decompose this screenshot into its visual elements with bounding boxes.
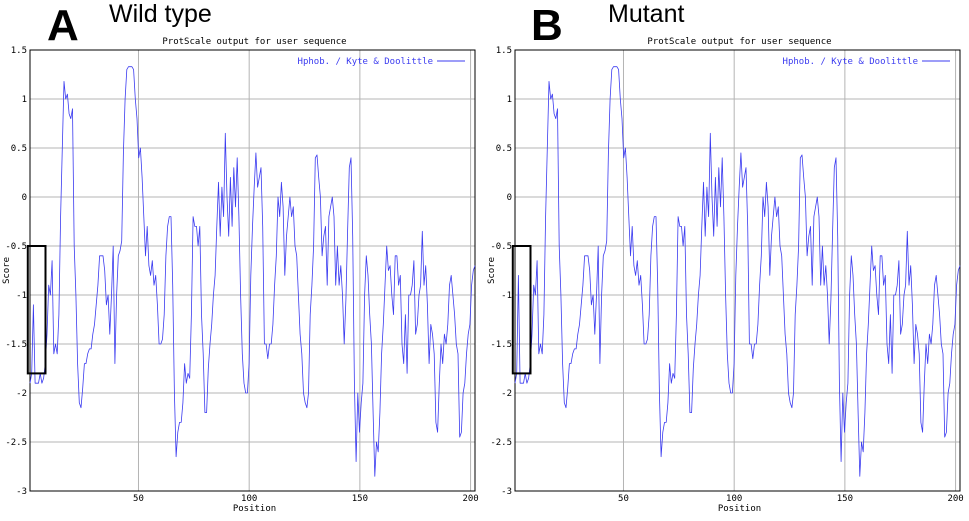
y-tick-label: 1	[507, 95, 512, 105]
x-tick-label: 100	[726, 494, 742, 504]
plot-frame	[29, 49, 476, 492]
y-tick-label: -1.5	[490, 340, 512, 350]
y-tick-label: -2.5	[490, 438, 512, 448]
x-tick-label: 150	[352, 494, 368, 504]
y-tick-label: -2	[501, 389, 512, 399]
y-tick-label: -2.5	[5, 438, 27, 448]
y-axis-label: Score	[2, 257, 12, 284]
highlight-box	[511, 245, 532, 375]
x-axis-label: Position	[718, 504, 761, 514]
y-axis-label: Score	[487, 257, 497, 284]
y-tick-label: 1	[22, 95, 27, 105]
y-tick-label: -1	[501, 291, 512, 301]
x-tick-label: 200	[947, 494, 963, 504]
legend-label: Hphob. / Kyte & Doolittle	[298, 57, 433, 67]
y-tick-label: 1.5	[11, 46, 27, 56]
protscale-chart-wild-type: 1.5 1 0.5 0 -0.5 -1 -1.5 -2 -2.5 -3 50 100 150 200 Pro…	[2, 37, 479, 514]
y-tick-label: -0.5	[490, 242, 512, 252]
protscale-chart-mutant: 1.5 1 0.5 0 -0.5 -1 -1.5 -2 -2.5 -3 50 100 150 200 Pro…	[487, 37, 964, 514]
y-tick-label: -0.5	[5, 242, 27, 252]
panel-caption: Mutant	[608, 0, 685, 28]
hydrophobicity-line	[29, 66, 476, 477]
panel-letter: A	[47, 1, 79, 50]
y-tick-label: 0.5	[496, 144, 512, 154]
x-tick-label: 50	[133, 494, 144, 504]
highlight-box	[26, 245, 47, 375]
legend-label: Hphob. / Kyte & Doolittle	[783, 57, 918, 67]
y-tick-label: 1.5	[496, 46, 512, 56]
chart-title: ProtScale output for user sequence	[647, 37, 831, 47]
x-tick-label: 50	[618, 494, 629, 504]
x-tick-label: 100	[241, 494, 257, 504]
y-tick-label: -3	[16, 487, 27, 497]
panel-wild-type: A Wild type 1.5 1 0.5 0 -0.5 -1 -1.5 -2 -2.5 -3 50…	[0, 0, 484, 521]
y-tick-label: -1.5	[5, 340, 27, 350]
panel-caption: Wild type	[109, 0, 212, 28]
panel-mutant: B Mutant 1.5 1 0.5 0 -0.5 -1 -1.5 -2 -2.5 -3 50 100…	[485, 0, 969, 521]
y-tick-label: -3	[501, 487, 512, 497]
y-tick-label: 0	[507, 193, 512, 203]
plot-frame	[514, 49, 961, 492]
panel-letter: B	[531, 1, 563, 50]
x-tick-label: 150	[837, 494, 853, 504]
x-axis-label: Position	[233, 504, 276, 514]
y-tick-label: -1	[16, 291, 27, 301]
y-tick-label: 0	[22, 193, 27, 203]
hydrophobicity-line	[514, 66, 961, 477]
y-tick-label: -2	[16, 389, 27, 399]
y-tick-label: 0.5	[11, 144, 27, 154]
chart-title: ProtScale output for user sequence	[162, 37, 346, 47]
x-tick-label: 200	[462, 494, 478, 504]
